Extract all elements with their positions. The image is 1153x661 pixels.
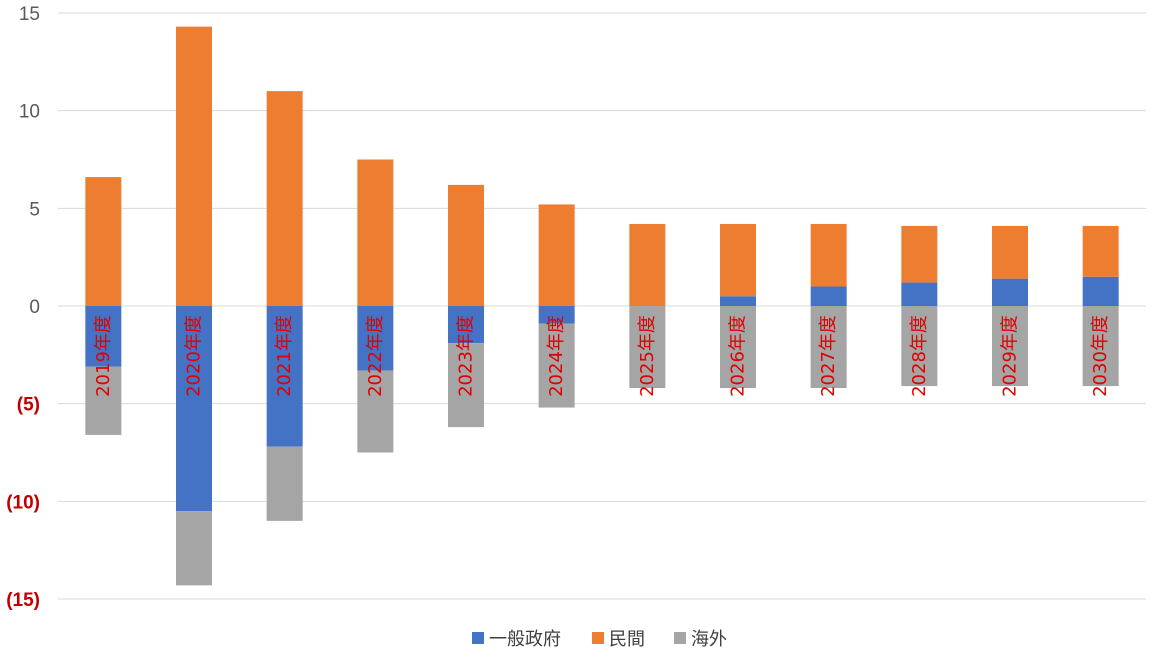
bar-segment bbox=[448, 343, 484, 428]
bar-segment bbox=[85, 177, 122, 306]
y-tick-label: (10) bbox=[6, 492, 40, 513]
legend-label: 海外 bbox=[691, 629, 727, 650]
bar-segment bbox=[85, 366, 122, 435]
bar-segment bbox=[538, 306, 575, 324]
bar-segment bbox=[810, 286, 847, 306]
category-labels: 2019年度 2020年度 2021年度 2022年度 2023年度 2024年度 2025… bbox=[93, 315, 1111, 397]
bar-segment bbox=[1082, 306, 1119, 387]
legend-swatch bbox=[674, 632, 686, 644]
category-label: 2021年度 bbox=[274, 315, 295, 397]
bar-segment bbox=[357, 159, 394, 306]
bar-segment bbox=[176, 511, 212, 586]
y-tick-label: (15) bbox=[6, 590, 40, 611]
bar-segment bbox=[992, 278, 1028, 306]
bar-segment bbox=[266, 91, 303, 306]
y-axis-ticks: 15 10 5 0 (5) (10) (15) bbox=[6, 4, 40, 611]
y-tick-label: 0 bbox=[29, 297, 40, 318]
gridlines bbox=[58, 12, 1146, 600]
bar-segment bbox=[629, 306, 666, 389]
bar-segment bbox=[901, 225, 938, 283]
bar-segment bbox=[992, 306, 1028, 387]
category-label: 2030年度 bbox=[1090, 315, 1111, 397]
bar-segment bbox=[448, 184, 484, 306]
legend: 一般政府 民間 海外 bbox=[472, 629, 727, 650]
bar-segment bbox=[85, 306, 122, 367]
bar-segment bbox=[810, 223, 847, 287]
bar-segment bbox=[810, 306, 847, 389]
category-label: 2027年度 bbox=[818, 315, 839, 397]
bar-segment bbox=[357, 370, 394, 453]
bar-segment bbox=[901, 306, 938, 387]
legend-label: 民間 bbox=[609, 629, 645, 650]
bar-segment bbox=[629, 223, 666, 306]
bars bbox=[85, 26, 1119, 586]
bar-segment bbox=[266, 306, 303, 447]
bar-segment bbox=[176, 26, 212, 306]
category-label: 2026年度 bbox=[728, 315, 749, 397]
legend-swatch bbox=[472, 632, 484, 644]
bar-segment bbox=[720, 296, 756, 306]
bar-segment bbox=[1082, 225, 1119, 277]
bar-segment bbox=[901, 282, 938, 306]
category-label: 2028年度 bbox=[909, 315, 930, 397]
bar-segment bbox=[176, 306, 212, 512]
y-tick-label: (5) bbox=[17, 395, 40, 416]
y-tick-label: 10 bbox=[19, 102, 40, 123]
bar-segment bbox=[720, 223, 756, 297]
category-label: 2022年度 bbox=[365, 315, 386, 397]
category-label: 2024年度 bbox=[546, 315, 567, 397]
bar-segment bbox=[538, 204, 575, 306]
bar-segment bbox=[1082, 276, 1119, 306]
bar-segment bbox=[992, 225, 1028, 279]
category-label: 2029年度 bbox=[1000, 315, 1021, 397]
bar-segment bbox=[357, 306, 394, 371]
category-label: 2019年度 bbox=[93, 315, 114, 397]
category-label: 2023年度 bbox=[456, 315, 477, 397]
y-tick-label: 5 bbox=[29, 199, 40, 220]
bar-segment bbox=[266, 446, 303, 521]
bar-segment bbox=[538, 323, 575, 408]
legend-swatch bbox=[592, 632, 604, 644]
bar-segment bbox=[448, 306, 484, 344]
category-label: 2025年度 bbox=[637, 315, 658, 397]
category-label: 2020年度 bbox=[184, 315, 205, 397]
bar-segment bbox=[720, 306, 756, 389]
y-tick-label: 15 bbox=[19, 4, 40, 25]
legend-label: 一般政府 bbox=[489, 629, 561, 650]
